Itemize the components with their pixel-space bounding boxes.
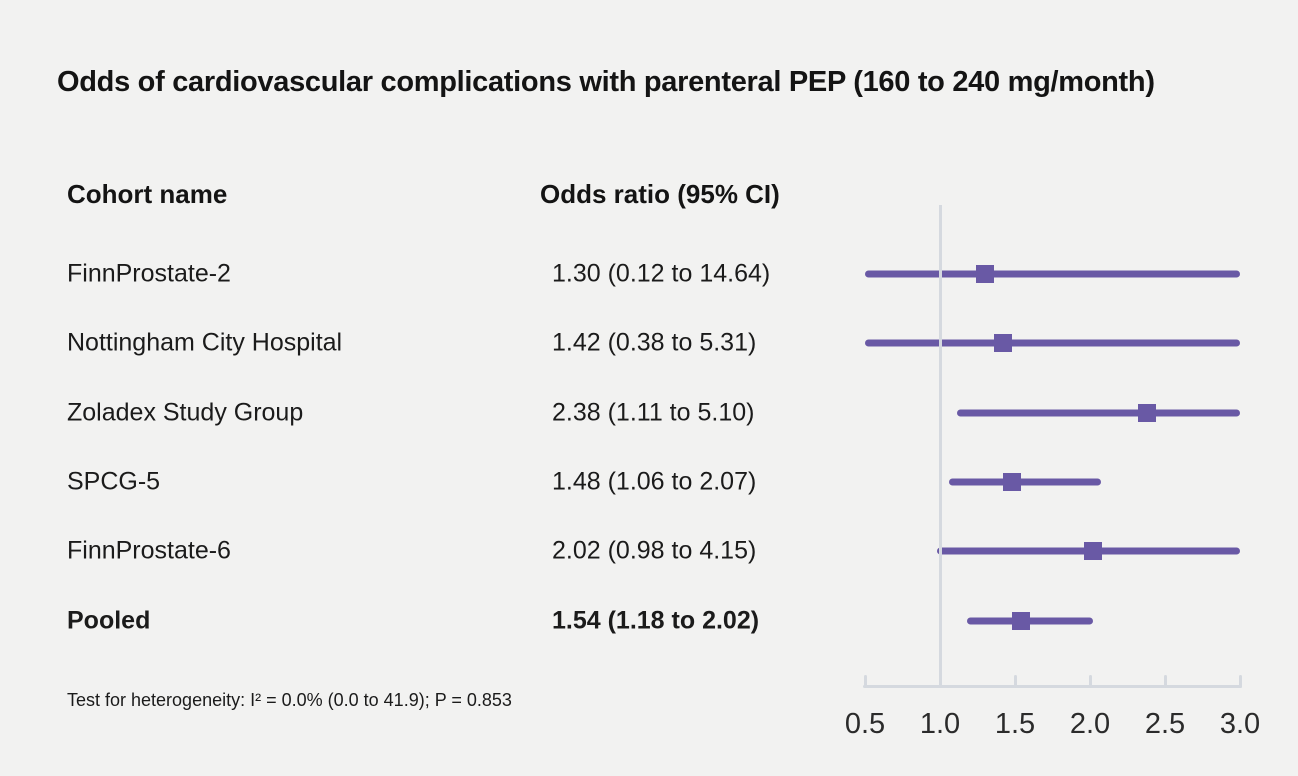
or-marker [976,265,994,283]
axis-tick-label: 3.0 [1219,708,1261,740]
axis-tick [1238,675,1242,688]
cohort-label: Nottingham City Hospital [67,328,343,357]
ci-line [949,478,1101,486]
or-value: 1.48 (1.06 to 2.07) [552,467,757,496]
or-marker [1138,403,1156,422]
axis-tick-label: 1.5 [994,708,1036,740]
cohort-column-header: Cohort name [67,179,228,209]
or-value: 1.54 (1.18 to 2.02) [552,606,760,634]
heterogeneity-footnote: Test for heterogeneity: I² = 0.0% (0.0 t… [67,690,512,710]
x-axis-line [863,685,1242,688]
axis-tick [1088,675,1092,688]
or-marker [994,334,1012,353]
or-value: 2.38 (1.11 to 5.10) [552,398,755,427]
or-marker [1084,542,1102,561]
or-marker [1003,472,1021,491]
or-column-header: Odds ratio (95% CI) [540,179,780,209]
axis-tick [1013,675,1017,688]
ci-line [865,339,1240,347]
axis-tick-label: 0.5 [844,708,886,740]
axis-tick-label: 1.0 [919,708,961,740]
or-value: 1.30 (0.12 to 14.64) [552,259,771,288]
axis-tick-label: 2.0 [1069,708,1111,740]
or-marker [1012,611,1030,630]
ci-line [956,409,1240,417]
cohort-label: SPCG-5 [67,467,161,496]
cohort-label: Pooled [67,606,151,634]
cohort-label: Zoladex Study Group [67,398,304,427]
axis-tick [1163,675,1167,688]
cohort-label: FinnProstate-6 [67,536,231,565]
or-value: 2.02 (0.98 to 4.15) [552,536,757,565]
cohort-label: FinnProstate-2 [67,259,231,288]
ci-line [865,270,1240,278]
reference-line [938,205,942,688]
or-value: 1.42 (0.38 to 5.31) [552,328,757,357]
axis-tick [863,675,867,688]
axis-tick-label: 2.5 [1144,708,1186,740]
chart-title: Odds of cardiovascular complications wit… [57,66,1155,98]
ci-line [967,617,1093,624]
